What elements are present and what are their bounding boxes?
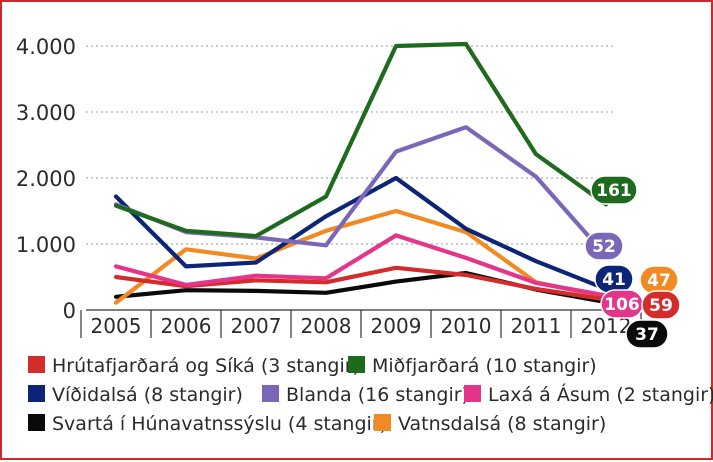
- series-line: [113, 41, 609, 239]
- y-tick-label: 4.000: [16, 35, 76, 59]
- legend: Hrútafjarðará og Síká (3 stangir) Miðfjar…: [28, 355, 713, 435]
- x-tick-label: 2009: [371, 314, 422, 338]
- end-value-badges: 161 52 41 47 106 59 37: [584, 175, 681, 349]
- end-badge: [590, 175, 638, 205]
- legend-swatch: [262, 385, 279, 402]
- y-tick-label: 0: [63, 299, 76, 323]
- end-badge-label: 52: [592, 237, 616, 257]
- end-badge-label: 161: [596, 181, 632, 201]
- end-badge-label: 106: [604, 295, 640, 315]
- series-lines: [113, 41, 609, 305]
- series-line: [113, 208, 609, 305]
- legend-swatch: [348, 356, 365, 373]
- x-tick-label: 2006: [161, 314, 212, 338]
- legend-label: Víðidalsá (8 stangir): [52, 384, 243, 406]
- legend-swatch: [28, 385, 45, 402]
- legend-label: Svartá í Húnavatnssýslu (4 stangir): [52, 413, 387, 435]
- y-tick-label: 3.000: [16, 101, 76, 125]
- x-tick-label: 2010: [441, 314, 492, 338]
- legend-swatch: [28, 414, 45, 431]
- x-tick-label: 2008: [301, 314, 352, 338]
- x-tick-label: 2005: [91, 314, 142, 338]
- y-axis: 0 1.000 2.000 3.000 4.000: [16, 35, 76, 323]
- x-axis: 2005 2006 2007 2008 2009 2010 2011 2012: [80, 309, 642, 338]
- end-badge: [584, 231, 624, 261]
- legend-swatch: [28, 356, 45, 373]
- gridlines: [86, 45, 614, 245]
- legend-label: Hrútafjarðará og Síká (3 stangir): [52, 355, 360, 377]
- x-tick-label: 2011: [511, 314, 562, 338]
- x-tick-label: 2007: [231, 314, 282, 338]
- legend-label: Blanda (16 stangir): [286, 384, 469, 406]
- end-badge: [641, 290, 681, 320]
- end-badge: [625, 319, 669, 349]
- end-badge-label: 37: [635, 325, 659, 345]
- legend-label: Miðfjarðará (10 stangir): [372, 355, 597, 377]
- legend-label: Laxá á Ásum (2 stangir): [488, 383, 713, 406]
- legend-swatch: [374, 414, 391, 431]
- end-badge-label: 59: [649, 296, 673, 316]
- end-badge-label: 47: [647, 271, 671, 291]
- legend-label: Vatnsdalsá (8 stangir): [398, 413, 606, 435]
- y-tick-label: 2.000: [16, 167, 76, 191]
- y-tick-label: 1.000: [16, 233, 76, 257]
- series-line: [113, 233, 609, 298]
- legend-swatch: [464, 385, 481, 402]
- end-badge-label: 41: [602, 270, 626, 290]
